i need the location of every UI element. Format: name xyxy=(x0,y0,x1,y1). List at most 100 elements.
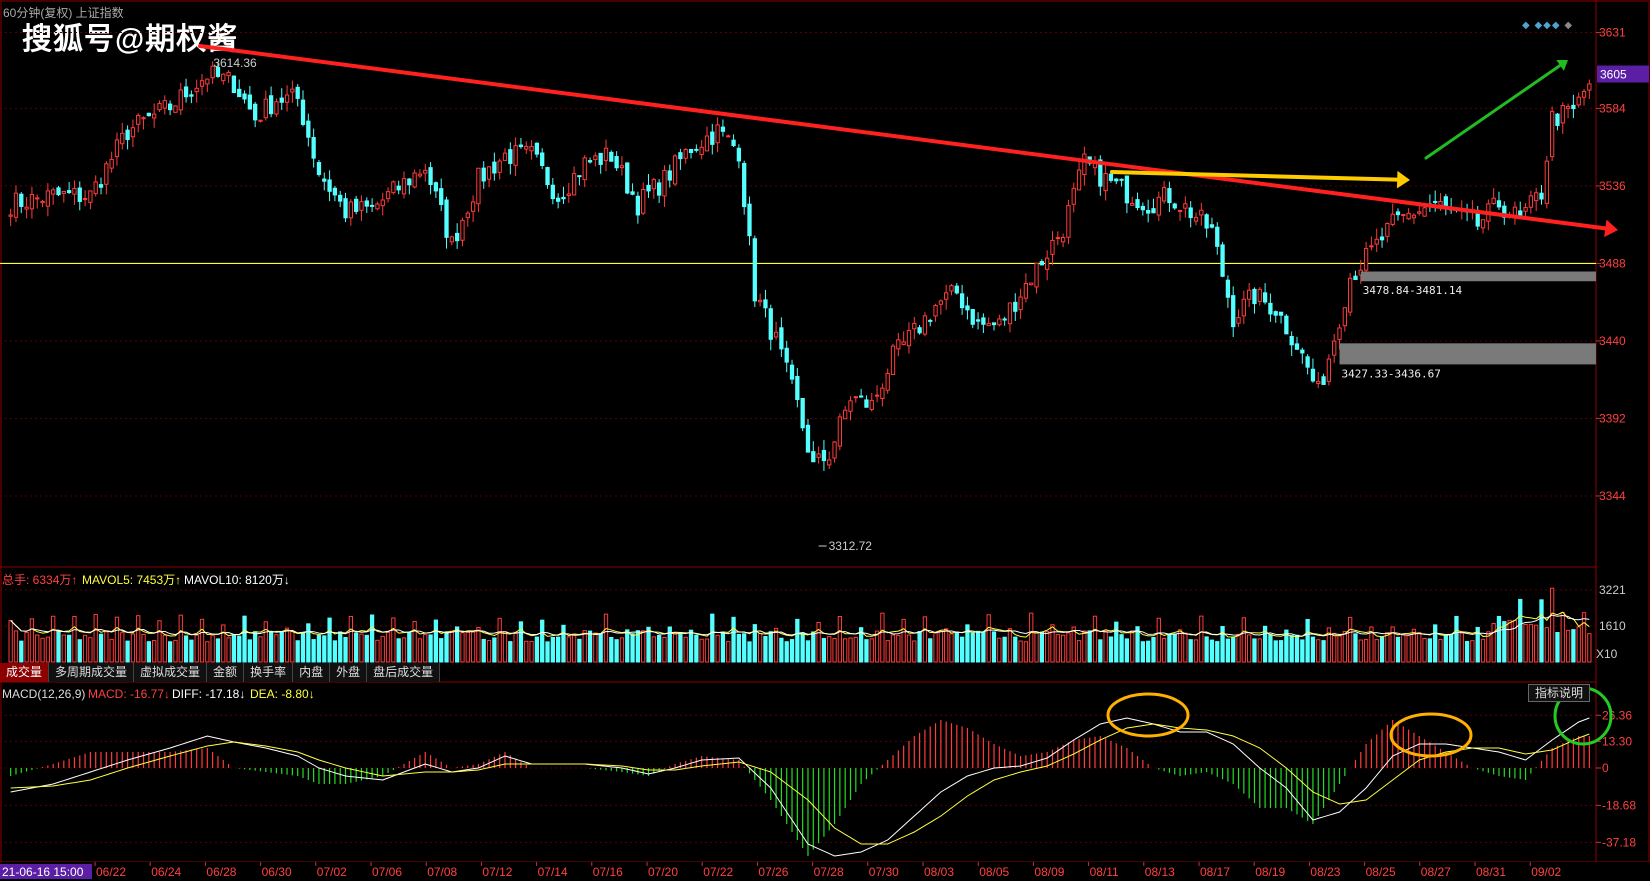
volume-bar xyxy=(720,631,726,663)
volume-bar xyxy=(189,639,194,663)
volume-bar xyxy=(98,633,104,663)
volume-bar xyxy=(667,626,672,663)
candle-body xyxy=(476,167,481,205)
indicator-help-button[interactable]: 指标说明 xyxy=(1528,684,1590,702)
candle-body xyxy=(136,114,141,125)
tab-volume[interactable]: 成交量 xyxy=(0,663,50,682)
volume-bar xyxy=(933,632,938,663)
volume-bar xyxy=(56,630,61,663)
candle-body xyxy=(1326,358,1332,382)
candle-body xyxy=(1363,248,1369,271)
candle-body xyxy=(1342,307,1347,327)
x-tick-label: 07/02 xyxy=(317,865,347,879)
candle-body xyxy=(1167,188,1172,204)
arrow-head xyxy=(1556,60,1568,71)
volume-bar xyxy=(396,638,401,663)
candle-body xyxy=(77,187,82,202)
volume-bar xyxy=(1587,633,1592,663)
candle-body xyxy=(864,399,869,408)
tab-outer[interactable]: 外盘 xyxy=(330,663,368,682)
candle-body xyxy=(1433,201,1438,204)
volume-bar xyxy=(508,641,513,663)
candle-body xyxy=(534,142,540,155)
highlight-circle xyxy=(1106,692,1190,738)
tab-multi-period-volume[interactable]: 多周期成交量 xyxy=(49,663,135,682)
candle-body xyxy=(975,319,981,322)
candle-body xyxy=(40,200,45,204)
volume-bar xyxy=(869,638,874,663)
volume-bar xyxy=(449,630,454,663)
tab-after-hours-volume[interactable]: 盘后成交量 xyxy=(367,663,441,682)
candle-body xyxy=(1289,336,1294,346)
volume-bar xyxy=(210,635,215,663)
candle-body xyxy=(247,94,253,110)
volume-bar xyxy=(1534,624,1539,663)
volume-bar xyxy=(1013,636,1018,663)
mavol10-label: MAVOL10: 8120万↓ xyxy=(184,573,290,587)
volume-bar xyxy=(1448,633,1454,663)
candle-body xyxy=(1215,226,1220,247)
candle-body xyxy=(1130,202,1135,206)
volume-bar xyxy=(917,631,922,663)
tab-inner[interactable]: 内盘 xyxy=(293,663,331,682)
volume-bar xyxy=(237,635,242,663)
volume-bar xyxy=(1071,626,1076,663)
candle-body xyxy=(1587,83,1592,91)
price-zone xyxy=(1360,271,1596,282)
volume-bar xyxy=(444,631,449,663)
volume-bar xyxy=(1427,638,1433,663)
candle-body xyxy=(194,87,199,93)
candle-body xyxy=(1300,349,1305,354)
candle-body xyxy=(731,139,736,147)
candle-body xyxy=(1316,380,1321,385)
volume-bar xyxy=(747,641,752,663)
volume-bar xyxy=(1337,635,1342,663)
x-tick-label: 08/05 xyxy=(979,865,1009,879)
tab-virtual-volume[interactable]: 虚拟成交量 xyxy=(134,663,208,682)
volume-bar xyxy=(77,639,82,663)
toolbar-icons[interactable]: ◆ ◆◆◆ ◆ xyxy=(1522,20,1574,31)
candle-body xyxy=(1581,90,1587,98)
candle-body xyxy=(508,149,513,164)
volume-bar xyxy=(593,632,598,663)
volume-bar xyxy=(858,627,864,663)
candle-body xyxy=(641,189,646,214)
candle-body xyxy=(789,364,795,380)
x-tick-label: 08/03 xyxy=(924,865,954,879)
candle-body xyxy=(1385,223,1390,237)
candle-body xyxy=(1124,175,1130,204)
candle-body xyxy=(146,112,152,117)
volume-bar xyxy=(13,630,19,663)
candle-body xyxy=(646,184,651,192)
volume-bar xyxy=(922,616,928,663)
candle-body xyxy=(922,315,928,335)
volume-bar xyxy=(1225,638,1231,663)
volume-bar xyxy=(970,632,975,663)
volume-bar xyxy=(1177,629,1183,663)
highlight-circle xyxy=(1389,712,1473,758)
volume-bar xyxy=(1050,624,1055,663)
tab-amount[interactable]: 金额 xyxy=(207,663,245,682)
candle-body xyxy=(1523,207,1528,212)
volume-bar xyxy=(258,636,263,663)
volume-bar xyxy=(518,621,524,663)
volume-bar xyxy=(66,634,72,663)
candle-body xyxy=(375,203,380,210)
volume-bar xyxy=(683,636,688,663)
volume-bar xyxy=(1300,639,1305,663)
candle-body xyxy=(1284,315,1289,335)
volume-bar xyxy=(263,621,268,663)
candle-body xyxy=(407,178,412,186)
volume-bar xyxy=(215,638,221,663)
volume-bar xyxy=(486,639,492,663)
volume-bar xyxy=(1379,636,1385,663)
x-tick-label: 07/22 xyxy=(703,865,733,879)
candle-body xyxy=(986,322,991,327)
macd-tick-label: 26.36 xyxy=(1602,708,1632,722)
volume-bar xyxy=(1130,630,1135,663)
volume-bar xyxy=(1363,639,1369,663)
tab-turnover[interactable]: 换手率 xyxy=(244,663,294,682)
x-tick-label: 08/23 xyxy=(1310,865,1340,879)
volume-bar xyxy=(646,626,651,663)
